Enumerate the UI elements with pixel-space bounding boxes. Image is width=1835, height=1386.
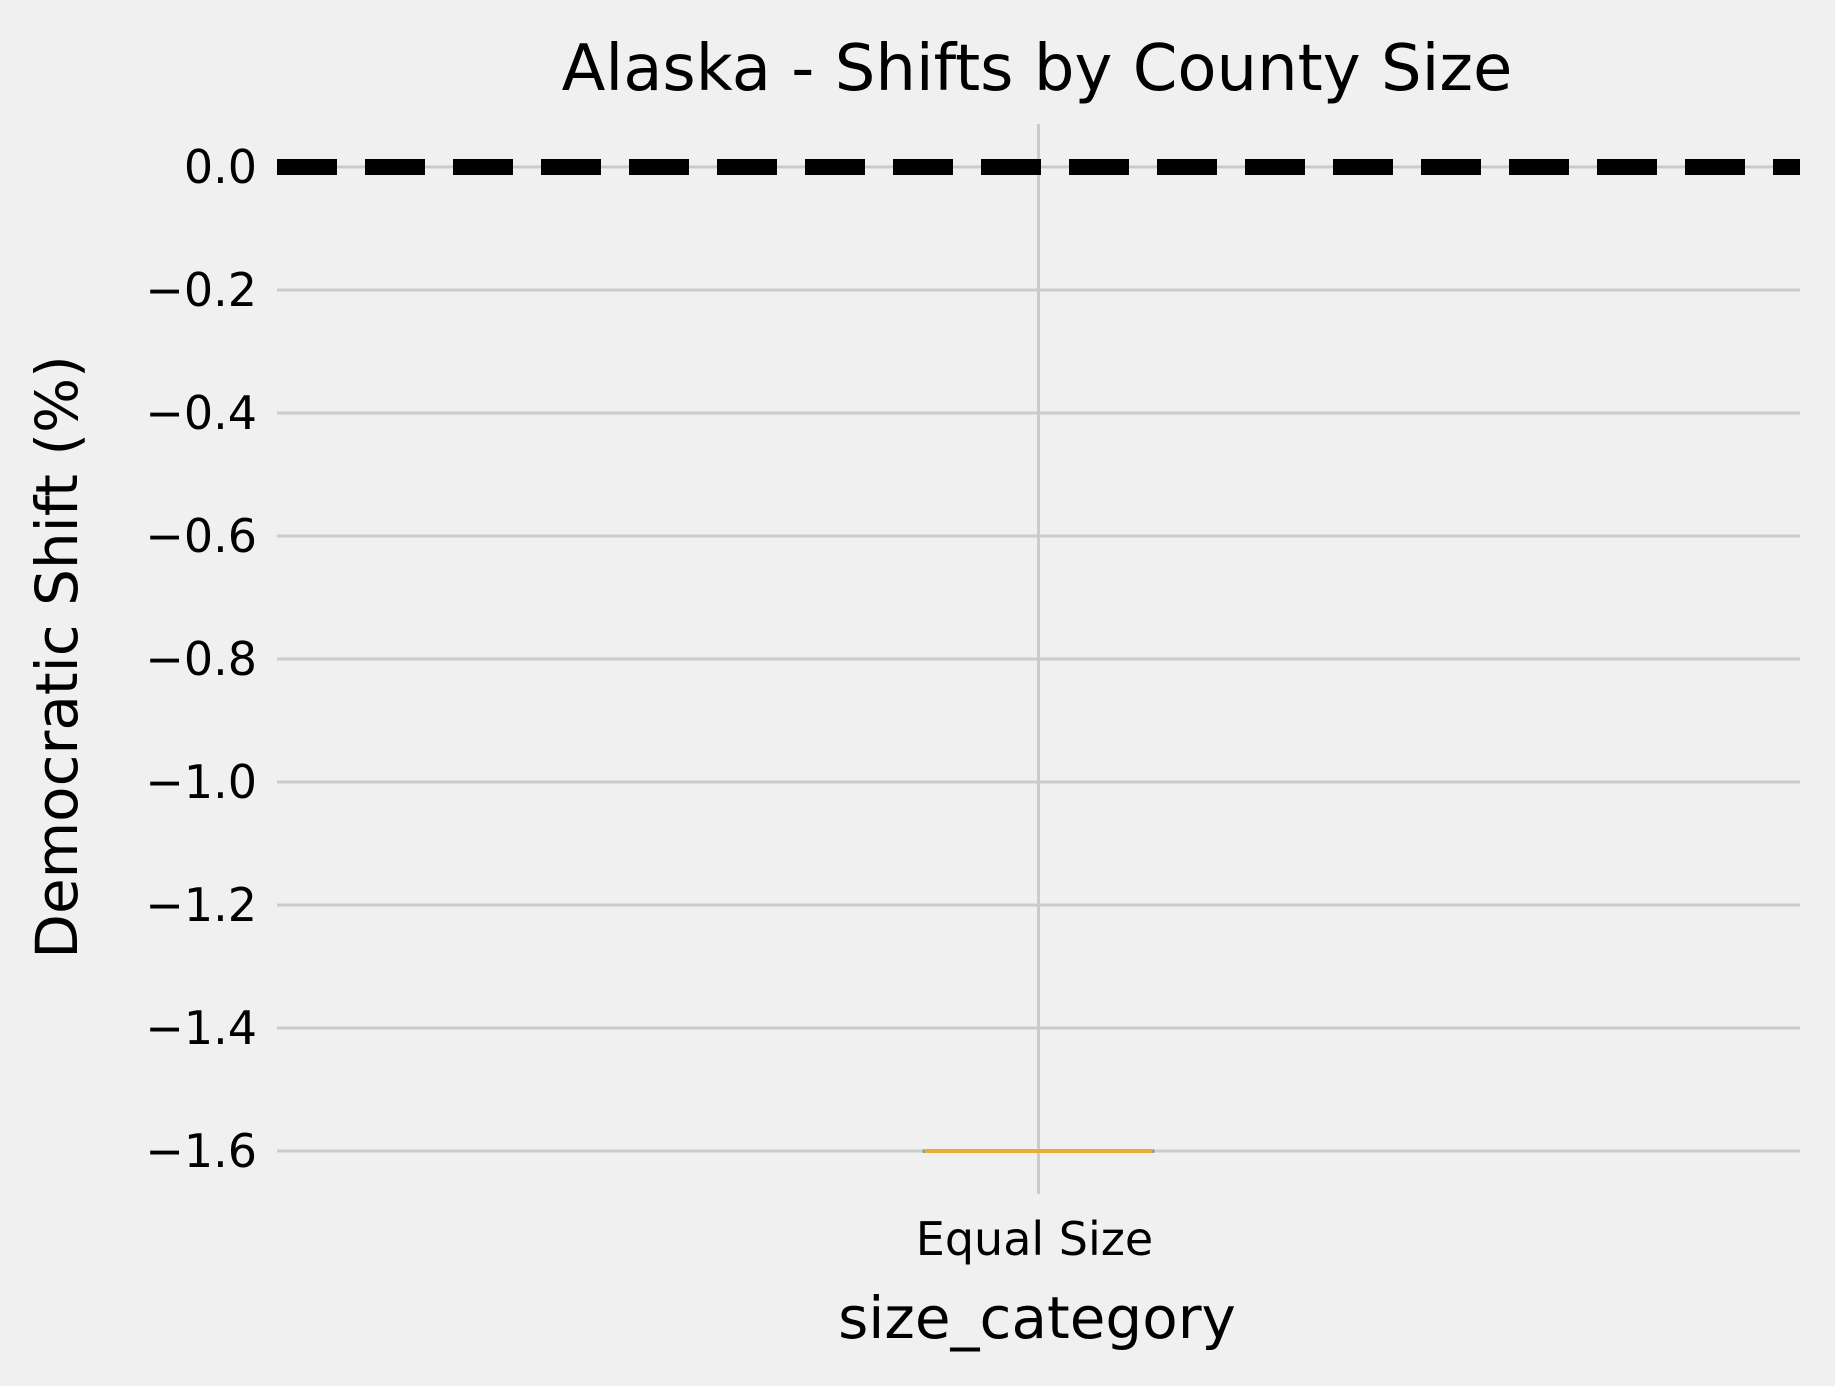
y-tick-label: −1.4 — [145, 1001, 257, 1055]
y-tick-label: −1.6 — [145, 1124, 257, 1178]
y-tick-label: −1.2 — [145, 878, 257, 932]
box-plots — [922, 1148, 1155, 1153]
y-tick-label: −0.6 — [145, 509, 257, 563]
x-axis-ticks: Equal Size — [916, 1212, 1153, 1266]
y-tick-label: −1.0 — [145, 755, 257, 809]
x-tick-label: Equal Size — [916, 1212, 1153, 1266]
y-tick-label: 0.0 — [184, 140, 257, 194]
y-tick-label: −0.8 — [145, 632, 257, 686]
y-axis-ticks: 0.0 −0.2 −0.4 −0.6 −0.8 −1.0 −1.2 −1.4 −1.6 — [145, 140, 257, 1178]
x-axis-label: size_category — [838, 1284, 1236, 1352]
chart-title: Alaska - Shifts by County Size — [562, 32, 1513, 106]
y-tick-label: −0.4 — [145, 386, 257, 440]
y-tick-label: −0.2 — [145, 263, 257, 317]
y-axis-label: Democratic Shift (%) — [23, 355, 91, 958]
box-plot — [922, 1148, 1155, 1153]
